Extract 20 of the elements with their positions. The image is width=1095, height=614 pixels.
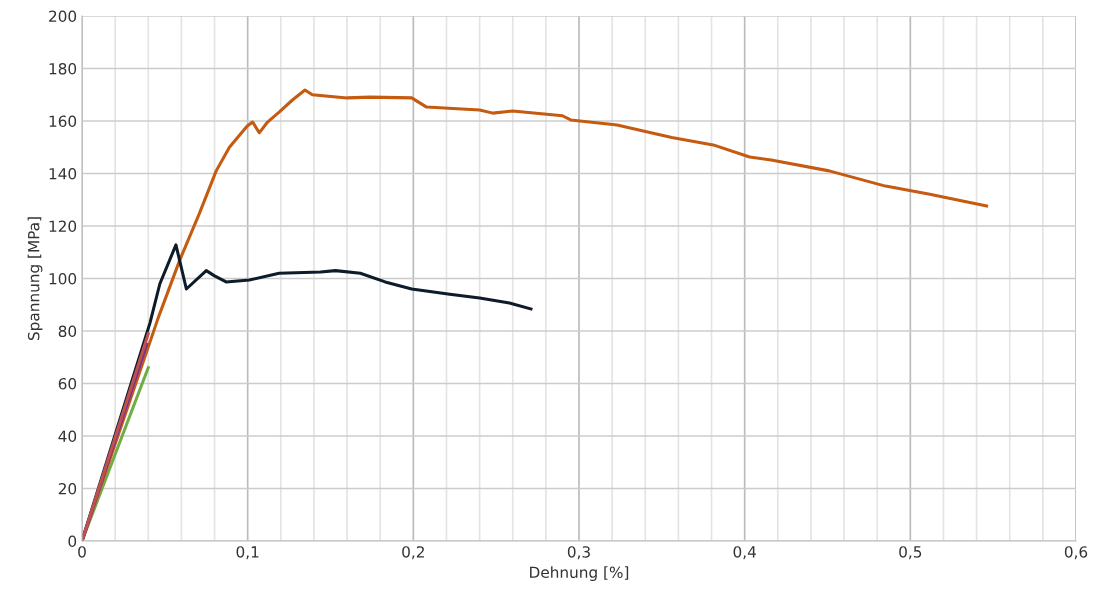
y-tick-label: 200 — [49, 10, 77, 23]
y-tick-label: 0 — [68, 535, 77, 548]
x-tick-label: 0,2 — [402, 546, 424, 560]
x-tick-label: 0,6 — [1064, 546, 1088, 560]
y-tick-label: 180 — [49, 62, 77, 75]
y-tick-label: 60 — [58, 377, 77, 390]
x-tick-label: 0,1 — [236, 546, 259, 560]
y-tick-label: 80 — [58, 325, 77, 338]
x-tick-label: 0 — [78, 546, 86, 558]
y-tick-label: 160 — [49, 115, 77, 128]
x-axis-title: Dehnung [%] — [530, 566, 629, 581]
y-tick-label: 20 — [58, 482, 77, 495]
y-tick-label: 140 — [49, 167, 77, 180]
y-tick-label: 40 — [58, 430, 77, 443]
y-tick-label: 120 — [49, 220, 77, 233]
x-tick-label: 0,4 — [733, 546, 756, 560]
y-tick-label: 100 — [49, 272, 77, 285]
y-axis-title: Spannung [MPa] — [27, 217, 43, 341]
x-tick-label: 0,3 — [567, 546, 590, 560]
x-tick-label: 0,5 — [899, 546, 922, 560]
